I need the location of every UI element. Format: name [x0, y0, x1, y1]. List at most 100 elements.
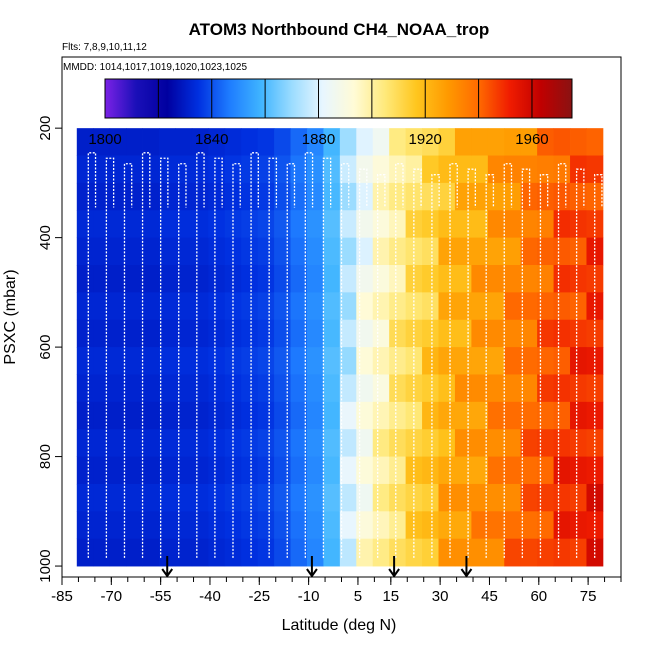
heatmap-cell	[274, 319, 291, 348]
heatmap-cell	[191, 319, 209, 348]
heatmap-cell	[290, 347, 308, 375]
heatmap-cell	[142, 128, 160, 156]
heatmap-cell	[339, 292, 357, 321]
heatmap-cell	[257, 347, 275, 375]
heatmap-cell	[438, 456, 456, 485]
heatmap-cell	[93, 128, 111, 156]
heatmap-cell	[323, 182, 341, 211]
heatmap-cell	[520, 538, 538, 567]
heatmap-cell	[208, 292, 226, 321]
heatmap-cell	[257, 292, 275, 321]
heatmap-cell	[142, 319, 160, 348]
heatmap-cell	[389, 429, 407, 457]
heatmap-cell	[159, 265, 176, 293]
heatmap-cell	[520, 292, 538, 321]
heatmap-cell	[586, 128, 604, 156]
heatmap-cell	[323, 292, 341, 321]
heatmap-cell	[93, 429, 111, 457]
heatmap-cell	[487, 319, 505, 348]
heatmap-cell	[422, 538, 439, 567]
colorbar-label: 1880	[302, 131, 335, 148]
heatmap-cell	[109, 347, 127, 375]
heatmap-cell	[191, 237, 209, 266]
heatmap-cell	[257, 538, 275, 567]
heatmap-cell	[274, 347, 291, 375]
heatmap-cell	[323, 155, 341, 184]
heatmap-cell	[553, 319, 571, 348]
heatmap-cell	[93, 265, 111, 293]
heatmap-cell	[471, 182, 489, 211]
heatmap-cell	[372, 182, 390, 211]
heatmap-cell	[126, 237, 143, 266]
heatmap-cell	[537, 319, 554, 348]
heatmap-cell	[570, 128, 587, 156]
heatmap-cell	[504, 429, 522, 457]
flight-profile-line	[413, 168, 422, 558]
heatmap-cell	[142, 210, 160, 239]
heatmap-cell	[570, 374, 587, 403]
heatmap-cell	[159, 237, 176, 266]
heatmap-cell	[257, 429, 275, 457]
heatmap-cell	[274, 210, 291, 239]
heatmap-cell	[191, 265, 209, 293]
colorbar-label: 1960	[515, 131, 548, 148]
heatmap-cell	[372, 237, 390, 266]
heatmap-cell	[504, 182, 522, 211]
heatmap-cell	[372, 265, 390, 293]
heatmap-cell	[290, 319, 308, 348]
heatmap-cell	[175, 401, 193, 430]
heatmap-cell	[504, 511, 522, 540]
heatmap-cell	[438, 182, 456, 211]
heatmap-cell	[553, 511, 571, 540]
heatmap-cell	[175, 374, 193, 403]
heatmap-cell	[356, 182, 374, 211]
heatmap-cell	[553, 483, 571, 512]
heatmap-cell	[142, 347, 160, 375]
heatmap-cell	[274, 429, 291, 457]
heatmap-cell	[208, 374, 226, 403]
flight-profile-line	[395, 163, 404, 558]
heatmap-cell	[142, 155, 160, 184]
heatmap-cell	[520, 128, 538, 156]
heatmap-cell	[241, 483, 259, 512]
heatmap-cell	[208, 319, 226, 348]
heatmap-cell	[306, 511, 324, 540]
heatmap-cell	[504, 265, 522, 293]
y-axis-label: PSXC (mbar)	[2, 269, 19, 364]
heatmap-cell	[570, 265, 587, 293]
flight-profile-line	[521, 168, 531, 558]
heatmap-cell	[389, 319, 407, 348]
heatmap-cell	[372, 483, 390, 512]
heatmap-cell	[159, 374, 176, 403]
heatmap-cell	[570, 401, 587, 430]
x-axis-label: Latitude (deg N)	[282, 617, 397, 634]
heatmap-cell	[356, 347, 374, 375]
heatmap-cell	[126, 292, 143, 321]
heatmap-cell	[76, 292, 94, 321]
heatmap-cell	[553, 292, 571, 321]
heatmap-cell	[389, 374, 407, 403]
heatmap-cell	[405, 429, 423, 457]
heatmap-cell	[159, 128, 176, 156]
heatmap-cell	[520, 210, 538, 239]
heatmap-cell	[372, 128, 390, 156]
heatmap-cell	[274, 155, 291, 184]
heatmap-cell	[520, 401, 538, 430]
heatmap-cell	[257, 182, 275, 211]
heatmap-cell	[306, 374, 324, 403]
heatmap-cell	[537, 483, 554, 512]
heatmap-cell	[389, 538, 407, 567]
heatmap-cell	[126, 456, 143, 485]
heatmap-cell	[454, 374, 472, 403]
heatmap-cell	[438, 429, 456, 457]
heatmap-cell	[274, 374, 291, 403]
heatmap-cell	[323, 265, 341, 293]
heatmap-cell	[208, 128, 226, 156]
heatmap-cell	[142, 456, 160, 485]
heatmap-cell	[372, 319, 390, 348]
flight-profile-line	[123, 163, 133, 558]
heatmap-cell	[339, 237, 357, 266]
heatmap-cell	[142, 292, 160, 321]
heatmap-cell	[208, 429, 226, 457]
